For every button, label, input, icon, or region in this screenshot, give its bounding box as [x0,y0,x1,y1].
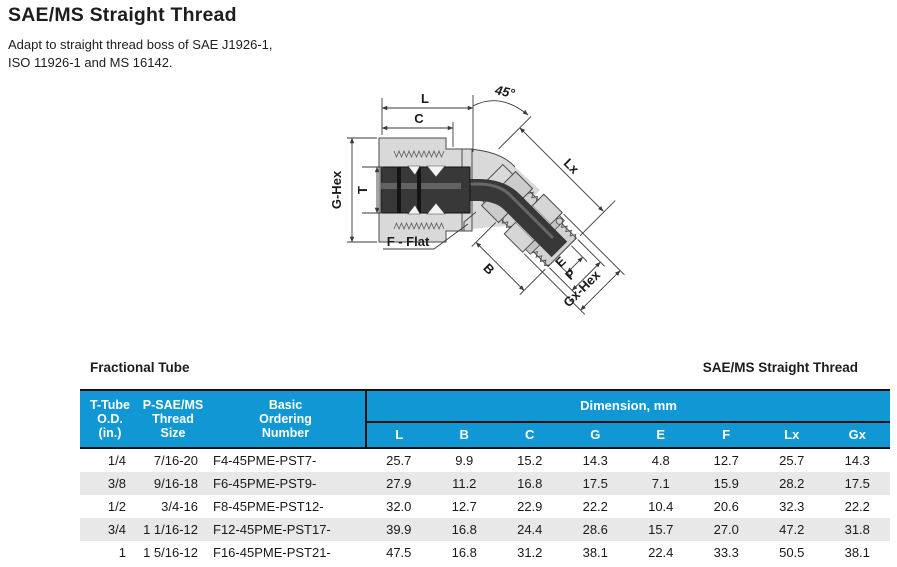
dim-label-B: B [480,260,497,277]
part-number: F16-45PME-PST21- [213,545,331,560]
dim-label-45deg: 45° [493,85,517,101]
dimension-lines-45 [471,116,625,315]
table-caption-right: SAE/MS Straight Thread [702,360,858,375]
table-caption-left: Fractional Tube [90,360,190,375]
col-header-thread-size: P-SAE/MS Thread Size [140,390,206,449]
nut-thread-bottom [393,221,445,231]
dim-label-F-Flat: F - Flat [387,234,430,249]
col-header-C: C [497,422,563,449]
table-row: 3/8 9/16-18 F6-45PME-PST9- 27.9 11.2 16.… [80,472,890,495]
part-number: F8-45PME-PST12- [213,499,324,514]
col-header-tube-od: T-Tube O.D. (in.) [80,390,140,449]
col-header-G: G [562,422,628,449]
col-header-E: E [628,422,694,449]
part-number: F4-45PME-PST7- [213,453,317,468]
dim-label-L: L [421,91,429,106]
col-header-Gx: Gx [824,422,890,449]
table-row: 1/2 3/4-16 F8-45PME-PST12- 32.0 12.7 22.… [80,495,890,518]
o-ring [555,217,563,225]
page-description: Adapt to straight thread boss of SAE J19… [8,36,273,72]
dimension-table: T-Tube O.D. (in.) P-SAE/MS Thread Size B… [80,389,890,564]
dim-label-C: C [414,111,424,126]
col-header-ordering: Basic Ordering Number [206,390,366,449]
table-row: 1 1 5/16-12 F16-45PME-PST21- 47.5 16.8 3… [80,541,890,564]
back-ferrule-top [407,165,421,176]
description-line-1: Adapt to straight thread boss of SAE J19… [8,37,273,52]
front-ferrule-bottom [426,202,446,215]
bore-tube [455,179,568,258]
front-ferrule-top [426,165,446,178]
part-number: F12-45PME-PST17- [213,522,331,537]
dim-label-P: P [562,266,579,283]
dimension-lines [347,95,529,250]
page-title: SAE/MS Straight Thread [8,4,237,26]
dimension-table-wrap: T-Tube O.D. (in.) P-SAE/MS Thread Size B… [80,389,890,564]
dim-label-G-Hex: G-Hex [330,170,344,209]
table-row: 3/4 1 1/16-12 F12-45PME-PST17- 39.9 16.8… [80,518,890,541]
description-line-2: ISO 11926-1 and MS 16142. [8,55,173,70]
fitting-diagram: L C 45° G-Hex T F - Flat Lx B E P Gx-Hex [330,85,625,315]
part-number: F6-45PME-PST9- [213,476,317,491]
col-header-Lx: Lx [759,422,825,449]
col-header-B: B [431,422,497,449]
col-header-dimension-group: Dimension, mm [365,390,890,423]
end-face [547,237,577,267]
col-header-F: F [693,422,759,449]
tube [380,166,471,214]
back-ferrule-bottom [407,204,421,215]
nut-thread-top [393,149,445,159]
col-header-L: L [365,422,432,449]
dim-label-T: T [355,186,370,194]
dim-label-Lx: Lx [561,155,583,177]
table-row: 1/4 7/16-20 F4-45PME-PST7- 25.7 9.9 15.2… [80,448,890,472]
